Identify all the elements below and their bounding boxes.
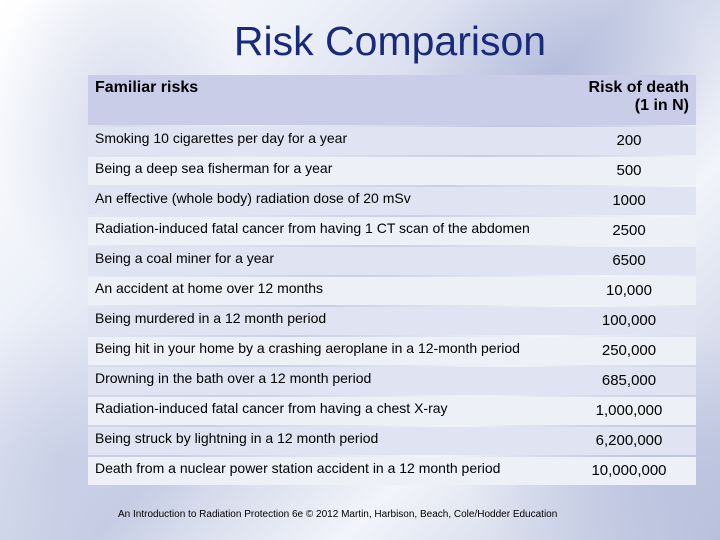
risk-table: Familiar risks Risk of death (1 in N) Sm… (88, 73, 696, 487)
table-row: Drowning in the bath over a 12 month per… (88, 367, 696, 395)
risk-value: 100,000 (562, 307, 696, 335)
table-row: Radiation-induced fatal cancer from havi… (88, 217, 696, 245)
table-row: Radiation-induced fatal cancer from havi… (88, 397, 696, 425)
risk-description: Being hit in your home by a crashing aer… (88, 337, 562, 365)
risk-description: Being a coal miner for a year (88, 247, 562, 275)
risk-value: 6500 (562, 247, 696, 275)
risk-value: 1000 (562, 187, 696, 215)
header-familiar-risks: Familiar risks (88, 75, 562, 125)
table-header-row: Familiar risks Risk of death (1 in N) (88, 75, 696, 125)
risk-description: Being struck by lightning in a 12 month … (88, 427, 562, 455)
risk-value: 6,200,000 (562, 427, 696, 455)
risk-value: 10,000 (562, 277, 696, 305)
table-row: Smoking 10 cigarettes per day for a year… (88, 127, 696, 155)
risk-value: 1,000,000 (562, 397, 696, 425)
risk-description: An accident at home over 12 months (88, 277, 562, 305)
risk-value: 10,000,000 (562, 457, 696, 485)
slide-title: Risk Comparison (233, 18, 547, 64)
risk-description: Radiation-induced fatal cancer from havi… (88, 397, 562, 425)
table-row: Being a coal miner for a year 6500 (88, 247, 696, 275)
risk-description: Drowning in the bath over a 12 month per… (88, 367, 562, 395)
risk-description: Smoking 10 cigarettes per day for a year (88, 127, 562, 155)
table-row: An accident at home over 12 months 10,00… (88, 277, 696, 305)
risk-description: Death from a nuclear power station accid… (88, 457, 562, 485)
risk-value: 500 (562, 157, 696, 185)
risk-value: 2500 (562, 217, 696, 245)
table-row: An effective (whole body) radiation dose… (88, 187, 696, 215)
risk-description: Being a deep sea fisherman for a year (88, 157, 562, 185)
table-row: Being a deep sea fisherman for a year 50… (88, 157, 696, 185)
risk-description: An effective (whole body) radiation dose… (88, 187, 562, 215)
risk-description: Being murdered in a 12 month period (88, 307, 562, 335)
table-row: Death from a nuclear power station accid… (88, 457, 696, 485)
risk-value: 250,000 (562, 337, 696, 365)
table-row: Being murdered in a 12 month period 100,… (88, 307, 696, 335)
risk-description: Radiation-induced fatal cancer from havi… (88, 217, 562, 245)
table-row: Being struck by lightning in a 12 month … (88, 427, 696, 455)
table-row: Being hit in your home by a crashing aer… (88, 337, 696, 365)
slide-footer: An Introduction to Radiation Protection … (118, 509, 558, 520)
risk-value: 685,000 (562, 367, 696, 395)
header-risk-of-death: Risk of death (1 in N) (562, 75, 696, 125)
risk-value: 200 (562, 127, 696, 155)
